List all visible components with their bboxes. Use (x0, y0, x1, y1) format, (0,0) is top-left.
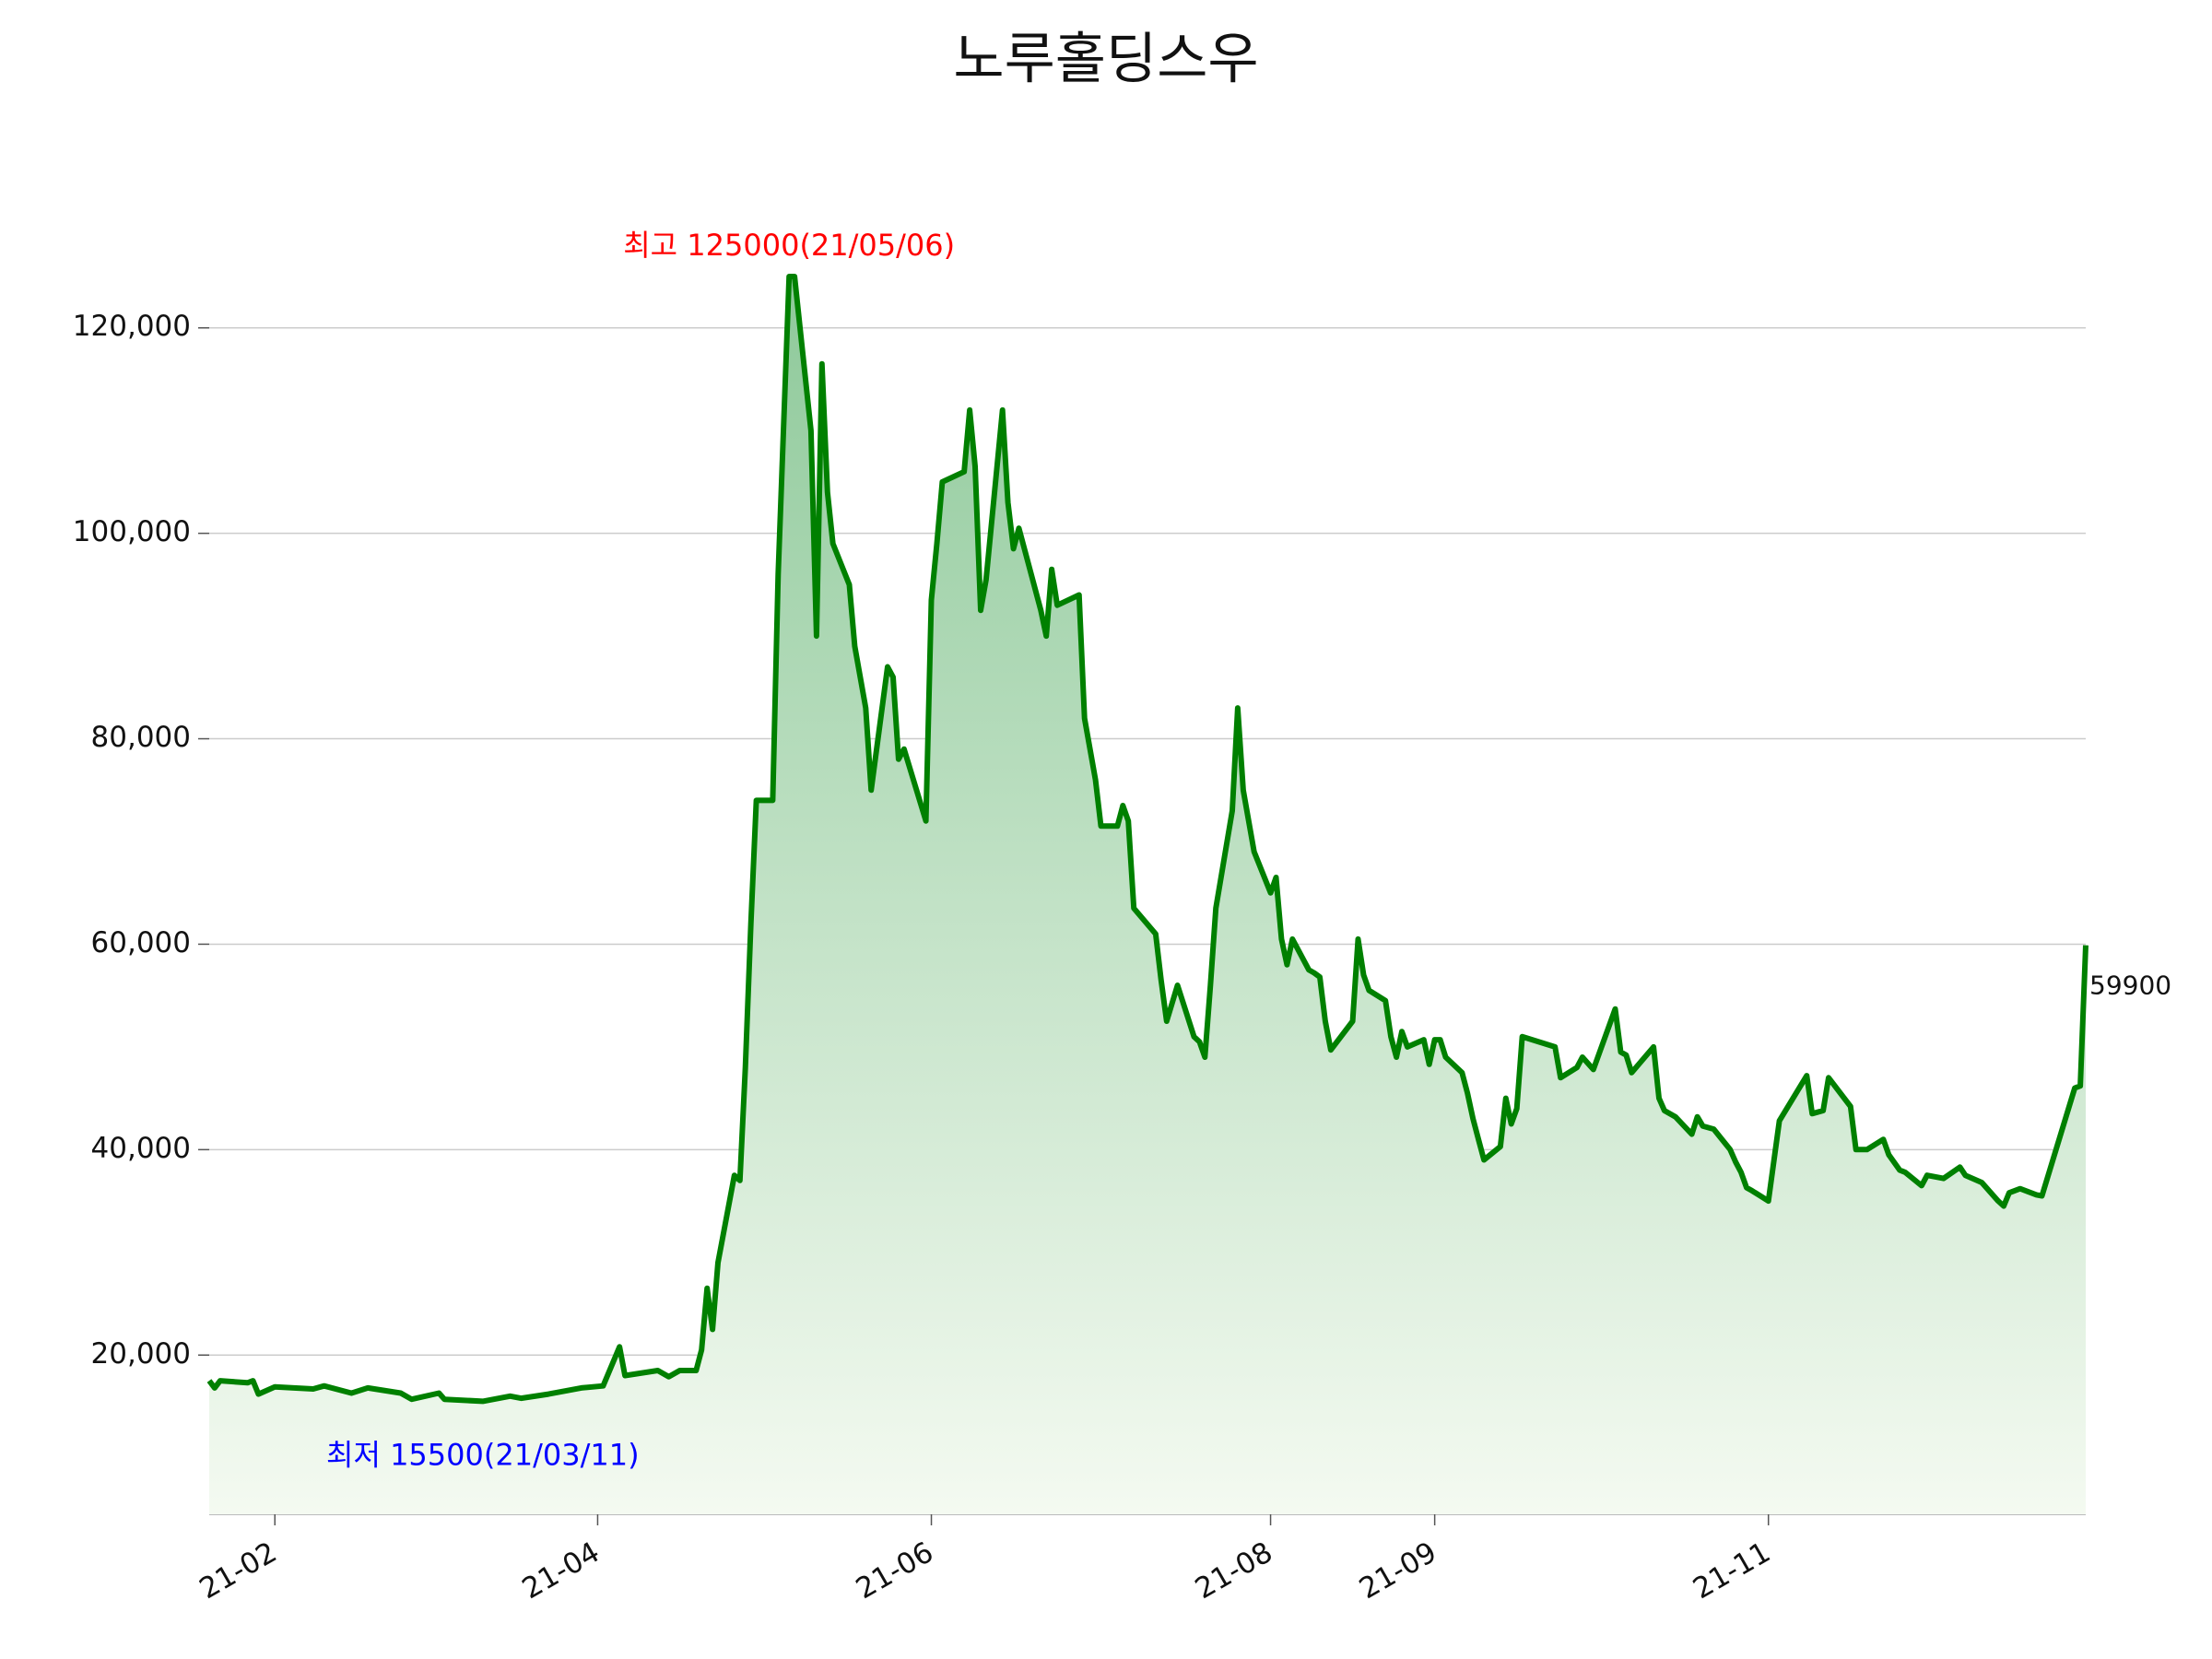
x-tick-label: 21-04 (517, 1535, 606, 1606)
line (206, 274, 2088, 1405)
y-tick-label: 80,000 (91, 721, 191, 754)
value-label: 59900 (2089, 971, 2171, 1001)
annotation: 최저 15500(21/03/11) (326, 1437, 640, 1472)
y-tick-label: 100,000 (73, 515, 191, 548)
x-tick-label: 21-11 (1688, 1535, 1776, 1606)
x-tick-label: 21-08 (1190, 1535, 1278, 1606)
y-tick-label: 20,000 (91, 1337, 191, 1371)
x-tick-label: 21-02 (194, 1535, 282, 1606)
y-tick-label: 60,000 (91, 926, 191, 959)
chart-title: 노루홀딩스우 (953, 28, 1258, 92)
y-tick-label: 120,000 (73, 310, 191, 343)
y-tick-label: 40,000 (91, 1132, 191, 1165)
x-tick-label: 21-06 (851, 1535, 939, 1606)
area (209, 276, 2086, 1514)
annotation: 최고 125000(21/05/06) (623, 228, 955, 263)
x-tick-label: 21-09 (1354, 1535, 1442, 1606)
